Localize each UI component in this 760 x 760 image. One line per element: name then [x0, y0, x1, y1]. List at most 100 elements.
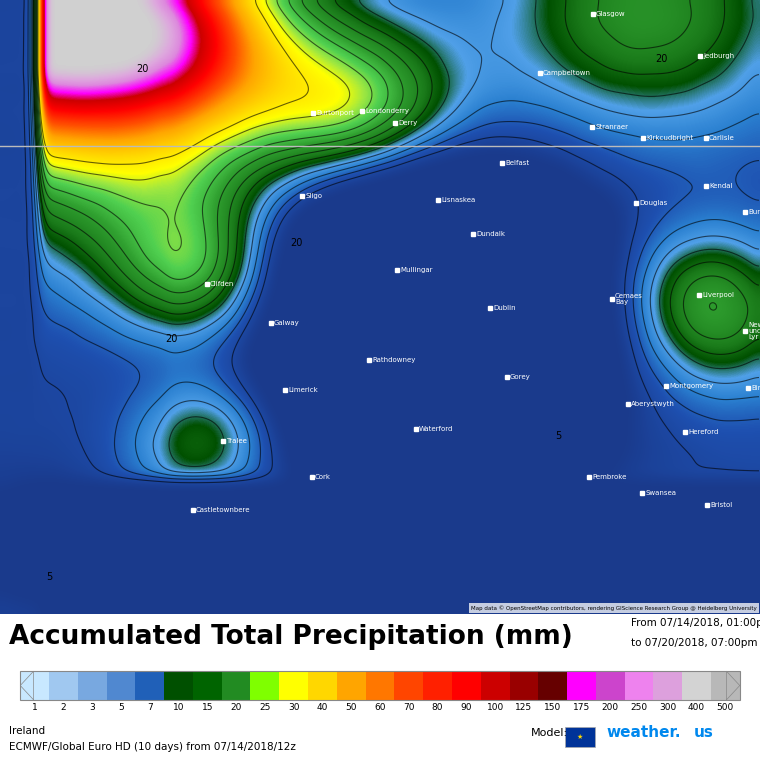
- Text: Cork: Cork: [315, 473, 331, 480]
- Text: 80: 80: [432, 703, 443, 711]
- Text: 5: 5: [46, 572, 52, 581]
- Text: 5: 5: [555, 432, 561, 442]
- Text: 10: 10: [173, 703, 184, 711]
- Bar: [106, 671, 135, 700]
- Bar: [567, 671, 596, 700]
- Bar: [452, 671, 481, 700]
- Text: 7: 7: [147, 703, 153, 711]
- Text: Ireland: Ireland: [9, 727, 46, 736]
- Text: 50: 50: [346, 703, 357, 711]
- Bar: [538, 671, 567, 700]
- Text: 40: 40: [317, 703, 328, 711]
- Polygon shape: [727, 671, 739, 700]
- Text: 175: 175: [573, 703, 590, 711]
- Text: Liverpool: Liverpool: [702, 292, 734, 298]
- Text: Newc
und
Lyr: Newc und Lyr: [748, 322, 760, 340]
- Bar: [394, 671, 423, 700]
- Text: Aberystwyth: Aberystwyth: [631, 401, 675, 407]
- Text: 100: 100: [486, 703, 504, 711]
- Text: weather.: weather.: [606, 725, 680, 740]
- Text: Londonderry: Londonderry: [365, 108, 409, 114]
- Text: 2: 2: [61, 703, 66, 711]
- Bar: [654, 671, 682, 700]
- Bar: [164, 671, 193, 700]
- Polygon shape: [21, 671, 33, 700]
- Text: Gorey: Gorey: [510, 374, 530, 380]
- Text: Kirkcudbright: Kirkcudbright: [646, 135, 693, 141]
- Text: to 07/20/2018, 07:00pm IST: to 07/20/2018, 07:00pm IST: [631, 638, 760, 648]
- Text: 20: 20: [165, 334, 177, 344]
- Text: 300: 300: [659, 703, 676, 711]
- Text: 20: 20: [230, 703, 242, 711]
- Bar: [193, 671, 222, 700]
- Text: Douglas: Douglas: [639, 200, 667, 206]
- Text: Kendal: Kendal: [709, 183, 733, 188]
- Text: Bir: Bir: [751, 385, 760, 391]
- Bar: [625, 671, 654, 700]
- Text: Cemaes
Bay: Cemaes Bay: [615, 293, 643, 305]
- Text: Dublin: Dublin: [493, 305, 515, 311]
- Text: Bristol: Bristol: [710, 502, 732, 508]
- Text: Clifden: Clifden: [210, 280, 234, 287]
- Bar: [135, 671, 164, 700]
- Bar: [423, 671, 452, 700]
- Bar: [251, 671, 279, 700]
- Text: 400: 400: [688, 703, 705, 711]
- Bar: [509, 671, 538, 700]
- Bar: [222, 671, 251, 700]
- Bar: [78, 671, 106, 700]
- Text: 30: 30: [288, 703, 299, 711]
- Text: 20: 20: [136, 64, 148, 74]
- Bar: [49, 671, 78, 700]
- Text: 1: 1: [32, 703, 37, 711]
- Text: Limerick: Limerick: [288, 387, 318, 393]
- Text: ★: ★: [577, 734, 583, 740]
- Text: Belfast: Belfast: [505, 160, 529, 166]
- Bar: [366, 671, 394, 700]
- Text: 200: 200: [602, 703, 619, 711]
- Text: 90: 90: [461, 703, 472, 711]
- Text: Stranraer: Stranraer: [595, 124, 628, 130]
- Text: Carlisle: Carlisle: [709, 135, 735, 141]
- Text: Waterford: Waterford: [419, 426, 454, 432]
- Text: Rathdowney: Rathdowney: [372, 356, 416, 363]
- Text: Lisnaskea: Lisnaskea: [441, 197, 475, 203]
- Text: Galway: Galway: [274, 320, 299, 326]
- Text: Dundalk: Dundalk: [476, 231, 505, 237]
- Bar: [596, 671, 625, 700]
- Text: 150: 150: [544, 703, 562, 711]
- Bar: [21, 671, 49, 700]
- Text: Hereford: Hereford: [688, 429, 718, 435]
- Bar: [279, 671, 308, 700]
- Text: 5: 5: [118, 703, 124, 711]
- Text: Accumulated Total Precipitation (mm): Accumulated Total Precipitation (mm): [9, 624, 573, 650]
- Text: Swansea: Swansea: [645, 490, 676, 496]
- Text: 60: 60: [374, 703, 386, 711]
- Bar: [481, 671, 509, 700]
- Text: Pembroke: Pembroke: [592, 473, 626, 480]
- Text: 20: 20: [290, 239, 302, 249]
- Text: Tralee: Tralee: [226, 439, 247, 445]
- Bar: [565, 727, 595, 747]
- Text: ECMWF/Global Euro HD (10 days) from 07/14/2018/12z: ECMWF/Global Euro HD (10 days) from 07/1…: [9, 742, 296, 752]
- Bar: [337, 671, 366, 700]
- Text: Glasgow: Glasgow: [596, 11, 625, 17]
- Text: 25: 25: [259, 703, 271, 711]
- Text: Jedburgh: Jedburgh: [703, 52, 734, 59]
- Text: Montgomery: Montgomery: [669, 383, 713, 389]
- Text: 20: 20: [655, 54, 667, 64]
- Text: Castletownbere: Castletownbere: [196, 507, 251, 513]
- Text: Campbeltown: Campbeltown: [543, 70, 591, 76]
- Text: Derry: Derry: [398, 120, 417, 126]
- Text: From 07/14/2018, 01:00pm IST: From 07/14/2018, 01:00pm IST: [631, 618, 760, 628]
- Bar: [21, 671, 739, 700]
- Text: Sligo: Sligo: [305, 193, 322, 199]
- Text: 125: 125: [515, 703, 533, 711]
- Text: Mullingar: Mullingar: [400, 267, 432, 273]
- Text: Burn: Burn: [748, 209, 760, 215]
- Bar: [308, 671, 337, 700]
- Text: Burtonport: Burtonport: [316, 110, 354, 116]
- Text: 250: 250: [631, 703, 648, 711]
- Text: 15: 15: [201, 703, 213, 711]
- Bar: [682, 671, 711, 700]
